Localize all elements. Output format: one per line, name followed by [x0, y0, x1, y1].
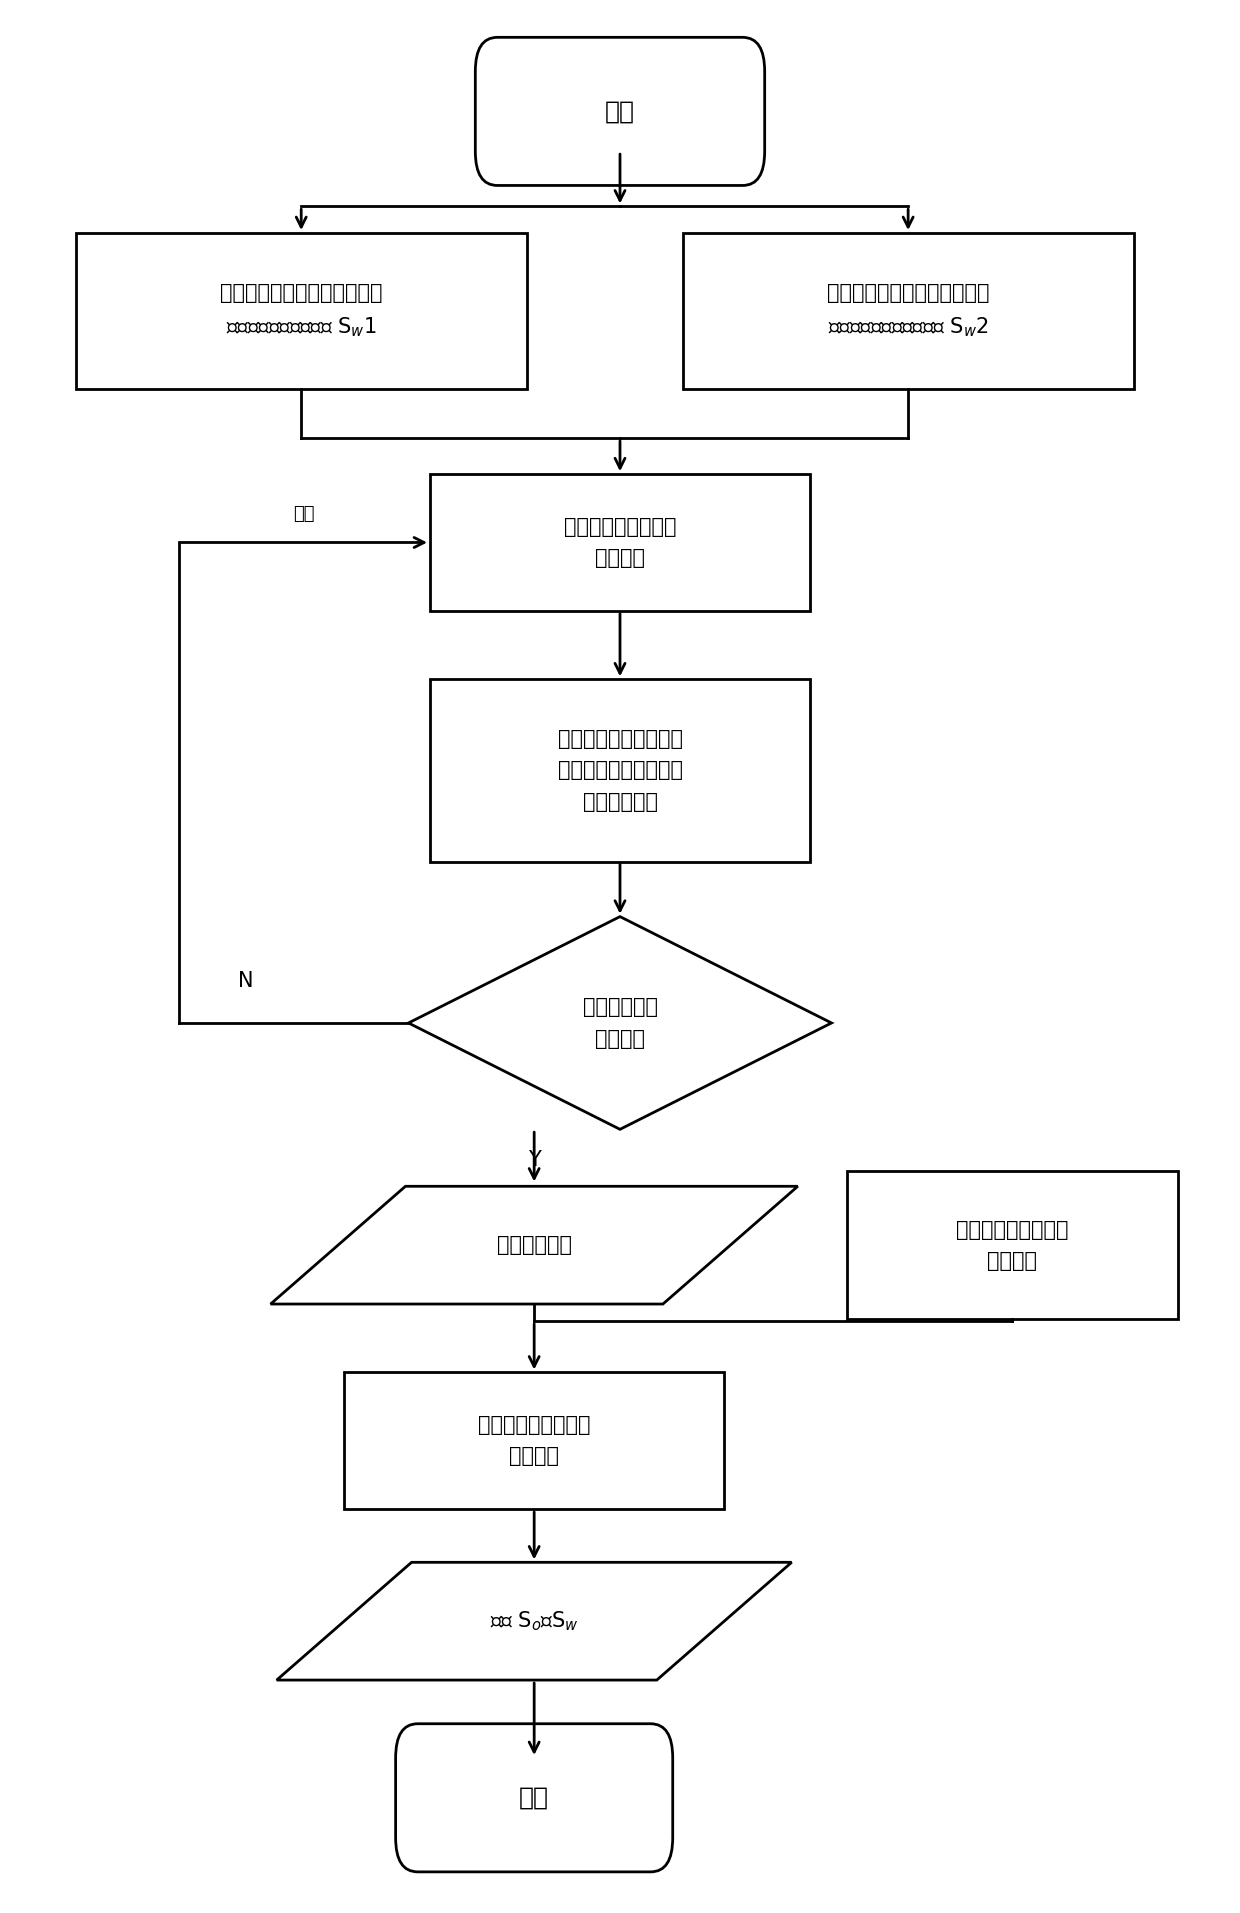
Text: 开始: 开始: [605, 99, 635, 124]
Bar: [76, 233, 527, 388]
Bar: [847, 1171, 1178, 1320]
Text: Y: Y: [528, 1150, 541, 1169]
FancyBboxPatch shape: [475, 38, 765, 186]
Text: 利用最小二乘法回归光
谱强度与饱和度之间的
定量函数关系: 利用最小二乘法回归光 谱强度与饱和度之间的 定量函数关系: [558, 729, 682, 811]
Bar: [682, 233, 1133, 388]
Bar: [430, 474, 810, 610]
Text: 获取岩石薄片理论饱含油时的
水峰信号和含水饱和度 S$_w$1: 获取岩石薄片理论饱含油时的 水峰信号和含水饱和度 S$_w$1: [219, 283, 382, 339]
Bar: [430, 679, 810, 861]
Text: 结束: 结束: [520, 1787, 549, 1810]
Text: 获取岩石薄片实验时
光谱图像: 获取岩石薄片实验时 光谱图像: [956, 1220, 1069, 1270]
Bar: [345, 1372, 724, 1509]
Text: 相关度是否达
到要求？: 相关度是否达 到要求？: [583, 997, 657, 1048]
Polygon shape: [408, 916, 832, 1129]
Text: 给定与光谱强度相关
的系数值: 给定与光谱强度相关 的系数值: [564, 517, 676, 568]
Text: 计算含水饱和度和含
油饱和度: 计算含水饱和度和含 油饱和度: [477, 1416, 590, 1467]
Text: N: N: [238, 972, 254, 991]
Text: 输出回归方程: 输出回归方程: [497, 1236, 572, 1255]
Polygon shape: [277, 1563, 791, 1680]
Text: 调整: 调整: [293, 505, 315, 522]
FancyBboxPatch shape: [396, 1724, 673, 1873]
Text: 输出 S$_o$、S$_w$: 输出 S$_o$、S$_w$: [490, 1609, 579, 1634]
Text: 获取岩石薄片理论驱替结束后
的水峰信号和含水饱和度 S$_w$2: 获取岩石薄片理论驱替结束后 的水峰信号和含水饱和度 S$_w$2: [827, 283, 990, 339]
Polygon shape: [270, 1186, 797, 1305]
